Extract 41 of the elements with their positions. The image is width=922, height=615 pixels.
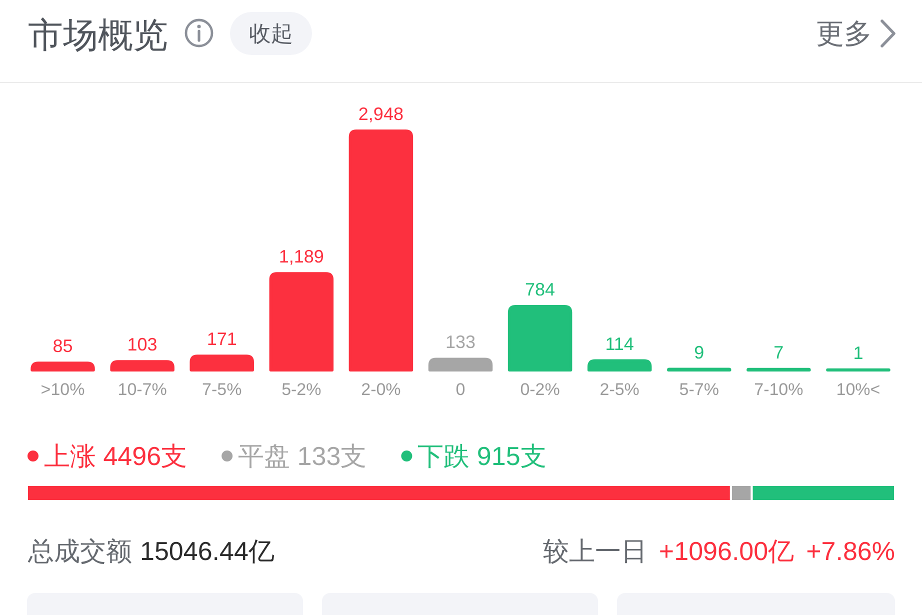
bar [269, 272, 334, 372]
legend-label: 上涨 4496支 [44, 441, 188, 471]
data-label: 9 [694, 342, 704, 362]
x-tick-label: 0-2% [520, 380, 560, 399]
text: +1096.00亿 [658, 536, 794, 566]
bar [110, 360, 174, 372]
data-label: 784 [525, 279, 556, 300]
bar [30, 362, 95, 372]
x-tick-label: 10%< [836, 380, 880, 399]
x-tick-label: 7-10% [754, 380, 804, 399]
bar [587, 359, 652, 372]
x-tick-label: >10% [40, 380, 85, 399]
text: 总成交额 [27, 536, 132, 566]
data-label: 114 [605, 334, 634, 354]
legend-label: 下跌 915支 [418, 441, 546, 471]
x-tick-label: 5-2% [282, 380, 322, 399]
text: 更多 [816, 18, 872, 49]
bar [190, 354, 254, 372]
bar [348, 130, 414, 372]
x-tick-label: 2-5% [600, 380, 640, 399]
legend-label: 平盘 133支 [238, 441, 367, 471]
data-label: 1 [853, 342, 864, 363]
text: +7.86% [806, 536, 895, 566]
data-label: 7 [774, 342, 784, 362]
data-label: 133 [445, 332, 476, 352]
x-tick-label: 7-5% [202, 380, 242, 399]
data-label: 103 [127, 334, 158, 355]
text: 较上一日 [542, 536, 647, 566]
x-tick-label: 10-7% [118, 380, 167, 399]
text: 收起 [249, 21, 293, 46]
text: 15046.44亿 [140, 536, 274, 566]
data-label: 2,948 [358, 104, 404, 124]
x-tick-label: 2-0% [361, 380, 401, 399]
x-tick-label: 5-7% [679, 380, 719, 399]
data-label: 171 [206, 329, 237, 350]
x-tick-label: 0 [456, 380, 466, 399]
bar [428, 358, 493, 372]
data-label: 85 [52, 336, 73, 356]
data-label: 1,189 [278, 246, 324, 267]
bar [508, 304, 572, 372]
chart-title: 市场概览 [28, 16, 168, 55]
